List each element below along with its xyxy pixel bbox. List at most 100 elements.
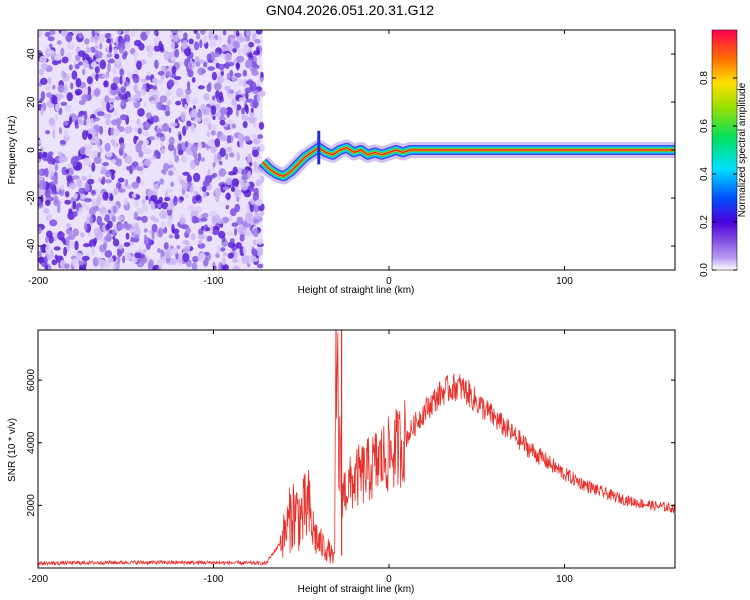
noise-speckle xyxy=(117,188,126,193)
noise-speckle xyxy=(127,96,133,102)
noise-speckle xyxy=(235,62,241,70)
noise-speckle xyxy=(66,92,73,102)
noise-speckle xyxy=(184,141,189,148)
noise-speckle xyxy=(99,59,107,70)
noise-speckle xyxy=(202,185,207,192)
noise-speckle xyxy=(194,41,200,51)
colorbar-tick-label: 0.8 xyxy=(699,71,710,85)
noise-speckle xyxy=(102,211,106,218)
noise-speckle xyxy=(125,232,130,240)
noise-speckle xyxy=(141,198,146,205)
noise-speckle xyxy=(191,262,198,270)
noise-speckle xyxy=(252,32,257,42)
noise-speckle xyxy=(207,140,215,148)
noise-speckle xyxy=(170,122,178,127)
noise-speckle xyxy=(117,177,125,183)
noise-speckle xyxy=(104,142,111,152)
noise-speckle xyxy=(256,93,261,102)
noise-speckle xyxy=(225,60,230,70)
noise-speckle xyxy=(63,129,69,138)
noise-speckle xyxy=(119,47,125,54)
noise-speckle xyxy=(252,149,259,158)
noise-speckle xyxy=(170,41,175,50)
y-tick-label: 0 xyxy=(26,147,37,153)
noise-speckle xyxy=(207,66,216,71)
noise-speckle xyxy=(106,101,110,111)
noise-speckle xyxy=(111,229,116,236)
noise-speckle xyxy=(57,151,64,157)
noise-speckle xyxy=(187,182,193,187)
noise-speckle xyxy=(145,122,150,130)
noise-speckle xyxy=(190,144,198,153)
noise-speckle xyxy=(134,198,139,207)
noise-speckle xyxy=(185,93,190,100)
noise-speckle xyxy=(138,150,144,158)
noise-speckle xyxy=(162,169,167,176)
noise-speckle xyxy=(182,171,190,176)
noise-speckle xyxy=(133,211,138,220)
noise-speckle xyxy=(131,181,140,189)
noise-speckle xyxy=(197,152,202,162)
noise-speckle xyxy=(241,184,249,191)
noise-speckle xyxy=(153,149,160,156)
noise-speckle xyxy=(246,30,251,37)
noise-speckle xyxy=(235,30,240,37)
noise-speckle xyxy=(82,86,89,96)
noise-speckle xyxy=(86,76,93,85)
y-tick-label: -40 xyxy=(26,238,37,253)
x-tick-label: -100 xyxy=(203,276,223,287)
noise-speckle xyxy=(205,227,211,232)
noise-speckle xyxy=(112,262,116,270)
noise-speckle xyxy=(245,211,254,220)
noise-speckle xyxy=(203,117,211,126)
noise-speckle xyxy=(165,188,173,193)
noise-speckle xyxy=(59,140,66,145)
noise-speckle xyxy=(44,85,52,91)
noise-speckle xyxy=(89,139,96,144)
noise-speckle xyxy=(48,184,55,189)
noise-speckle xyxy=(89,117,95,128)
noise-speckle xyxy=(145,195,149,201)
spectrogram-content xyxy=(38,30,675,270)
noise-speckle xyxy=(222,186,230,191)
noise-speckle xyxy=(161,201,169,210)
noise-speckle xyxy=(215,192,220,203)
noise-speckle xyxy=(153,90,160,96)
snr-frame xyxy=(37,329,676,569)
noise-speckle xyxy=(52,231,57,240)
noise-speckle xyxy=(238,230,246,236)
noise-speckle xyxy=(43,256,48,266)
noise-speckle xyxy=(225,192,232,200)
noise-speckle xyxy=(119,68,125,76)
noise-speckle xyxy=(107,257,114,264)
noise-speckle xyxy=(124,251,131,261)
noise-speckle xyxy=(252,191,259,202)
noise-speckle xyxy=(217,111,221,119)
noise-speckle xyxy=(197,85,205,90)
noise-speckle xyxy=(141,88,146,97)
noise-speckle xyxy=(241,255,250,265)
noise-speckle xyxy=(244,87,253,94)
noise-speckle xyxy=(256,246,264,257)
noise-speckle xyxy=(111,119,119,126)
noise-speckle xyxy=(143,159,152,167)
noise-speckle xyxy=(124,50,128,57)
noise-speckle xyxy=(38,226,42,235)
noise-speckle xyxy=(235,104,242,111)
x-tick-label: 100 xyxy=(556,276,573,287)
noise-speckle xyxy=(216,75,224,84)
noise-speckle xyxy=(100,165,107,175)
noise-speckle xyxy=(193,30,198,34)
noise-speckle xyxy=(105,179,112,184)
noise-speckle xyxy=(192,172,201,183)
noise-speckle xyxy=(93,227,102,237)
noise-speckle xyxy=(229,238,235,244)
noise-speckle xyxy=(110,159,117,164)
noise-speckle xyxy=(48,117,55,126)
noise-speckle xyxy=(215,103,221,111)
noise-speckle xyxy=(255,199,263,206)
noise-speckle xyxy=(137,108,145,117)
noise-speckle xyxy=(104,214,110,222)
noise-speckle xyxy=(42,151,47,158)
